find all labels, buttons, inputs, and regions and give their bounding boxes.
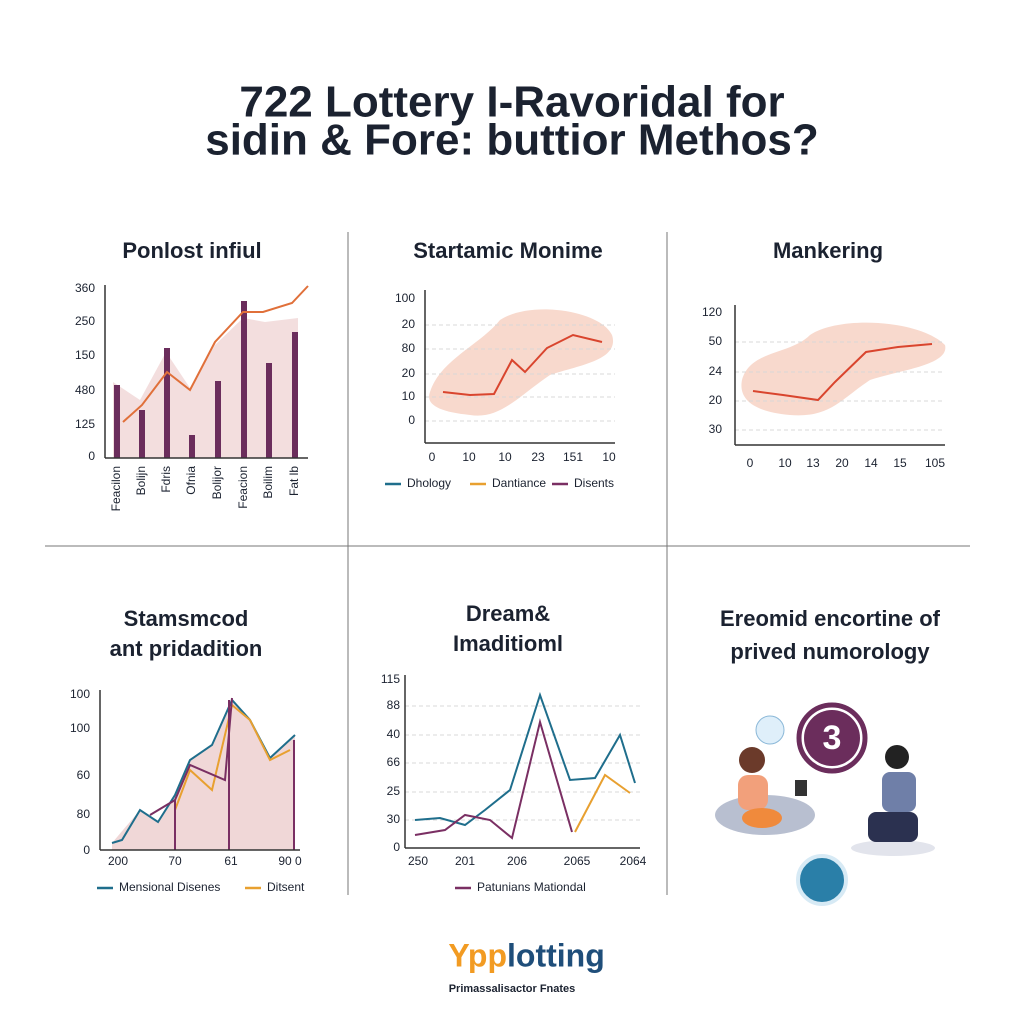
panel-2-chart <box>424 290 615 444</box>
y-tick-label: 0 <box>408 413 415 427</box>
y-tick-label: 50 <box>709 334 723 348</box>
dividers <box>45 232 970 895</box>
x-tick-label: 250 <box>408 854 428 868</box>
y-tick-label: 40 <box>387 727 401 741</box>
y-tick-label: 25 <box>387 784 401 798</box>
title: 722 Lottery I-Ravoridal for <box>239 78 784 127</box>
badge: 3 <box>823 719 842 757</box>
x-tick-label: 10 <box>498 450 512 464</box>
y-tick-label: 125 <box>75 417 95 431</box>
logo: lotting <box>507 937 605 973</box>
panel-title: Dream& <box>466 601 550 626</box>
y-tick-label: 20 <box>709 393 723 407</box>
x-tick-label: 14 <box>864 456 878 470</box>
x-tick-label: 20 <box>835 456 849 470</box>
legend-label: Ditsent <box>267 880 305 894</box>
panel-title: Imaditioml <box>453 631 563 656</box>
y-tick-label: 20 <box>402 317 416 331</box>
panel-title: Ereomid encortine of <box>720 606 941 631</box>
x-tick-label: 206 <box>507 854 527 868</box>
x-tick-label: 201 <box>455 854 475 868</box>
panel-5-chart <box>404 675 640 849</box>
panel-title: prived numorology <box>730 639 930 664</box>
legend-label: Patunians Mationdal <box>477 880 586 894</box>
y-tick-label: 24 <box>709 364 723 378</box>
x-tick-label: 23 <box>531 450 545 464</box>
panel-title: Startamic Monime <box>413 238 603 263</box>
x-tick-label: Bolijn <box>134 466 148 495</box>
x-tick-label: 10 <box>602 450 616 464</box>
y-tick-label: 30 <box>387 812 401 826</box>
y-tick-label: 150 <box>75 348 95 362</box>
x-tick-label: Fdris <box>159 466 173 493</box>
y-tick-label: 88 <box>387 698 401 712</box>
legend-label: Disents <box>574 476 614 490</box>
x-tick-label: Fat lb <box>287 466 301 496</box>
x-tick-label: Bolijor <box>210 466 224 499</box>
y-tick-label: 10 <box>402 389 416 403</box>
x-tick-label: Feacilon <box>109 466 123 511</box>
x-tick-label: 105 <box>925 456 945 470</box>
panel-title: ant pridadition <box>110 636 263 661</box>
x-tick-label: 15 <box>893 456 907 470</box>
y-tick-label: 0 <box>88 449 95 463</box>
y-tick-label: 20 <box>402 366 416 380</box>
x-tick-label: Boilim <box>261 466 275 499</box>
x-tick-label: 13 <box>806 456 820 470</box>
panel-3-chart <box>734 305 946 446</box>
y-tick-label: 60 <box>77 768 91 782</box>
legend-label: Dhology <box>407 476 451 490</box>
x-tick-label: 2065 <box>564 854 591 868</box>
x-tick-label: Ofnia <box>184 466 198 495</box>
panel-title: Ponlost infiul <box>122 238 261 263</box>
y-tick-label: 100 <box>395 291 415 305</box>
panel-title: Mankering <box>773 238 883 263</box>
x-tick-label: 2064 <box>620 854 647 868</box>
legend-label: Dantiance <box>492 476 546 490</box>
y-tick-label: 0 <box>83 843 90 857</box>
x-tick-label: 0 <box>429 450 436 464</box>
panel-title: Stamsmcod <box>124 606 249 631</box>
y-tick-label: 30 <box>709 422 723 436</box>
y-tick-label: 120 <box>702 305 722 319</box>
legend-label: Mensional Disenes <box>119 880 220 894</box>
y-tick-label: 480 <box>75 383 95 397</box>
illustration: 3 <box>715 702 935 906</box>
y-tick-label: 115 <box>381 672 400 686</box>
y-tick-label: 100 <box>70 721 90 735</box>
y-tick-label: 100 <box>70 687 90 701</box>
y-tick-label: 80 <box>402 341 416 355</box>
panel-4-chart <box>99 690 300 851</box>
x-tick-label: 200 <box>108 854 128 868</box>
x-tick-label: 10 <box>462 450 476 464</box>
y-tick-label: 0 <box>393 840 400 854</box>
logo: Ypp <box>448 937 507 973</box>
x-tick-label: 61 <box>224 854 238 868</box>
y-tick-label: 80 <box>77 807 91 821</box>
title: sidin & Fore: buttior Methos? <box>205 116 819 165</box>
x-tick-label: 0 <box>747 456 754 470</box>
y-tick-label: 360 <box>75 281 95 295</box>
x-tick-label: 90 0 <box>278 854 302 868</box>
y-tick-label: 66 <box>387 755 401 769</box>
x-tick-label: 10 <box>778 456 792 470</box>
x-tick-label: 151 <box>563 450 583 464</box>
x-tick-label: 70 <box>168 854 182 868</box>
panel-1-chart <box>104 285 309 459</box>
x-tick-label: Feacion <box>236 466 250 509</box>
y-tick-label: 250 <box>75 314 95 328</box>
tagline: Primassalisactor Fnates <box>449 983 576 995</box>
